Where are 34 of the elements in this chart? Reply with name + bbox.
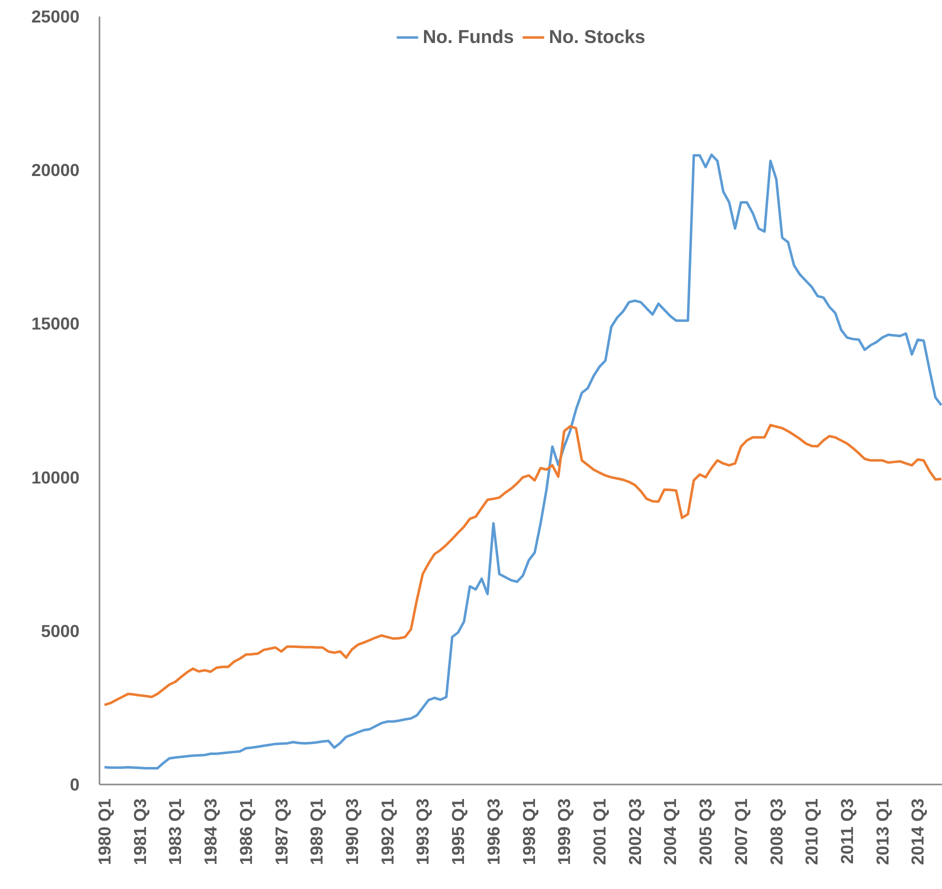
y-tick-label: 10000 — [31, 467, 80, 488]
x-tick-label: 1990 Q3 — [342, 798, 362, 865]
x-tick-label: 1993 Q3 — [412, 798, 433, 865]
x-tick-label: 1984 Q3 — [200, 798, 221, 865]
x-tick-label: 1980 Q1 — [94, 798, 115, 865]
line-series — [103, 424, 942, 706]
x-tick-label: 2001 Q1 — [590, 798, 610, 865]
x-tick-label: 2010 Q1 — [802, 798, 822, 865]
x-tick-label: 2005 Q3 — [696, 798, 716, 865]
x-tick-label: 1986 Q1 — [236, 798, 256, 865]
x-tick-label: 2008 Q3 — [766, 798, 786, 865]
x-tick-label: 2002 Q3 — [624, 798, 645, 865]
y-tick-label: 20000 — [31, 160, 80, 180]
legend-label: No. Stocks — [548, 26, 646, 48]
x-tick-label: 2013 Q1 — [872, 798, 892, 865]
x-tick-label: 2014 Q3 — [908, 798, 928, 865]
y-tick-label: 0 — [70, 774, 80, 794]
x-tick-label: 1987 Q3 — [271, 798, 292, 865]
y-tick-label: 25000 — [31, 6, 80, 26]
x-tick-label: 1996 Q3 — [483, 798, 504, 865]
legend-label: No. Funds — [422, 26, 514, 48]
x-tick-label: 1992 Q1 — [377, 798, 398, 865]
y-tick-label: 5000 — [40, 620, 80, 641]
x-tick-label: 2011 Q3 — [837, 798, 858, 864]
x-tick-label: 1983 Q1 — [165, 798, 186, 865]
y-tick-label: 15000 — [31, 314, 80, 334]
x-tick-label: 1998 Q1 — [518, 798, 539, 865]
x-tick-label: 1995 Q1 — [448, 798, 468, 865]
x-tick-label: 1999 Q3 — [554, 798, 574, 865]
x-tick-label: 1981 Q3 — [130, 798, 150, 865]
x-tick-label: 2007 Q1 — [730, 798, 751, 865]
x-tick-label: 1989 Q1 — [306, 798, 327, 865]
x-tick-label: 2004 Q1 — [660, 798, 680, 865]
line-series — [103, 153, 942, 770]
